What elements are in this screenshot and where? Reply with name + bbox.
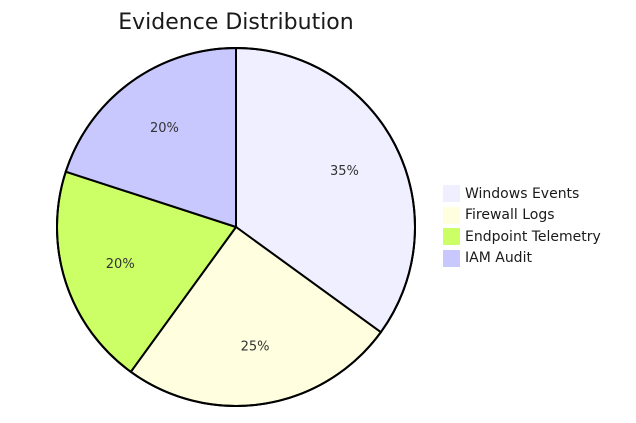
legend-swatch-endpoint-telemetry bbox=[443, 228, 460, 246]
slice-label-iam-audit: 20% bbox=[150, 121, 179, 136]
slice-label-endpoint-telemetry: 20% bbox=[106, 257, 135, 272]
pie-outline bbox=[56, 47, 416, 407]
legend-item-firewall-logs: Firewall Logs bbox=[443, 205, 601, 227]
legend-item-windows-events: Windows Events bbox=[443, 183, 601, 205]
legend-label-windows-events: Windows Events bbox=[465, 185, 580, 202]
legend-label-endpoint-telemetry: Endpoint Telemetry bbox=[465, 228, 601, 245]
legend-item-iam-audit: IAM Audit bbox=[443, 248, 601, 270]
slice-label-windows-events: 35% bbox=[330, 164, 359, 179]
legend-swatch-firewall-logs bbox=[443, 206, 460, 224]
legend-label-iam-audit: IAM Audit bbox=[465, 250, 532, 267]
chart-title: Evidence Distribution bbox=[118, 10, 354, 35]
legend-label-firewall-logs: Firewall Logs bbox=[465, 207, 555, 224]
legend-swatch-windows-events bbox=[443, 185, 460, 203]
legend-item-endpoint-telemetry: Endpoint Telemetry bbox=[443, 226, 601, 248]
slice-label-firewall-logs: 25% bbox=[241, 340, 270, 355]
legend-swatch-iam-audit bbox=[443, 249, 460, 267]
legend: Windows Events Firewall Logs Endpoint Tele… bbox=[443, 183, 601, 269]
